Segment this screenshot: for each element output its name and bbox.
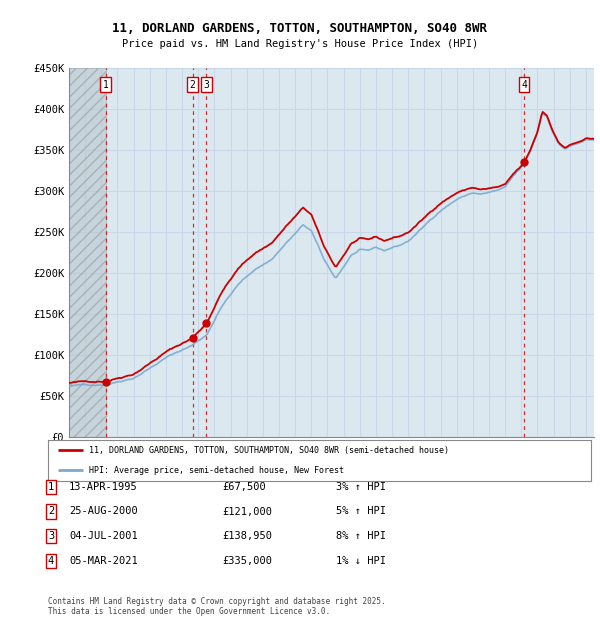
Text: 25-AUG-2000: 25-AUG-2000 — [69, 507, 138, 516]
Text: 11, DORLAND GARDENS, TOTTON, SOUTHAMPTON, SO40 8WR (semi-detached house): 11, DORLAND GARDENS, TOTTON, SOUTHAMPTON… — [89, 446, 449, 455]
Text: 05-MAR-2021: 05-MAR-2021 — [69, 556, 138, 566]
Text: £67,500: £67,500 — [222, 482, 266, 492]
Text: 2: 2 — [190, 80, 196, 90]
Text: 1: 1 — [48, 482, 54, 492]
Text: Price paid vs. HM Land Registry's House Price Index (HPI): Price paid vs. HM Land Registry's House … — [122, 39, 478, 49]
Text: 11, DORLAND GARDENS, TOTTON, SOUTHAMPTON, SO40 8WR: 11, DORLAND GARDENS, TOTTON, SOUTHAMPTON… — [113, 22, 487, 35]
Text: £335,000: £335,000 — [222, 556, 272, 566]
Text: HPI: Average price, semi-detached house, New Forest: HPI: Average price, semi-detached house,… — [89, 466, 344, 475]
Text: Contains HM Land Registry data © Crown copyright and database right 2025.: Contains HM Land Registry data © Crown c… — [48, 597, 386, 606]
Text: £121,000: £121,000 — [222, 507, 272, 516]
Text: 1: 1 — [103, 80, 109, 90]
Text: 4: 4 — [48, 556, 54, 566]
Bar — [69, 68, 106, 437]
Text: 3% ↑ HPI: 3% ↑ HPI — [336, 482, 386, 492]
Text: 3: 3 — [48, 531, 54, 541]
Text: 1% ↓ HPI: 1% ↓ HPI — [336, 556, 386, 566]
Text: 13-APR-1995: 13-APR-1995 — [69, 482, 138, 492]
Text: 8% ↑ HPI: 8% ↑ HPI — [336, 531, 386, 541]
Text: This data is licensed under the Open Government Licence v3.0.: This data is licensed under the Open Gov… — [48, 606, 330, 616]
Text: 2: 2 — [48, 507, 54, 516]
Text: £138,950: £138,950 — [222, 531, 272, 541]
Text: 4: 4 — [521, 80, 527, 90]
Text: 3: 3 — [203, 80, 209, 90]
Text: 5% ↑ HPI: 5% ↑ HPI — [336, 507, 386, 516]
Text: 04-JUL-2001: 04-JUL-2001 — [69, 531, 138, 541]
